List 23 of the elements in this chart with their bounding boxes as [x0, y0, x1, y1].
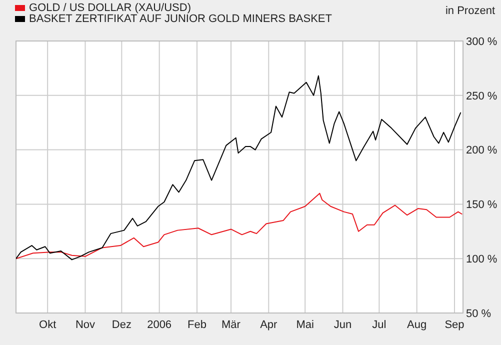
- x-tick-label: Okt: [39, 319, 56, 331]
- x-tick-label: Dez: [112, 319, 132, 331]
- y-tick-label: 250 %: [466, 90, 498, 102]
- y-tick-label: 150 %: [466, 199, 498, 212]
- x-tick-label: Jul: [372, 319, 386, 331]
- x-tick-label: Jun: [334, 319, 352, 331]
- x-tick-label: Feb: [188, 319, 206, 331]
- y-tick-label: 200 %: [466, 144, 498, 157]
- legend-label: BASKET ZERTIFIKAT AUF JUNIOR GOLD MINERS BASKET: [29, 13, 332, 25]
- legend-label: GOLD / US DOLLAR (XAU/USD): [29, 2, 191, 14]
- y-tick-label: 100 %: [466, 253, 498, 266]
- x-tick-label: 2006: [147, 319, 172, 331]
- x-tick-label: Sep: [444, 319, 464, 331]
- line-series: [16, 192, 462, 260]
- y-tick-label: 300 %: [466, 36, 498, 48]
- y-tick-label: 50 %: [466, 308, 492, 320]
- x-tick-label: Apr: [260, 319, 278, 331]
- x-tick-label: Mai: [296, 319, 314, 331]
- y-axis-title: in Prozent: [445, 5, 495, 17]
- line-series: [16, 75, 462, 260]
- x-tick-label: Nov: [75, 319, 96, 331]
- x-tick-label: Aug: [407, 319, 427, 331]
- x-tick-label: Mär: [222, 319, 241, 331]
